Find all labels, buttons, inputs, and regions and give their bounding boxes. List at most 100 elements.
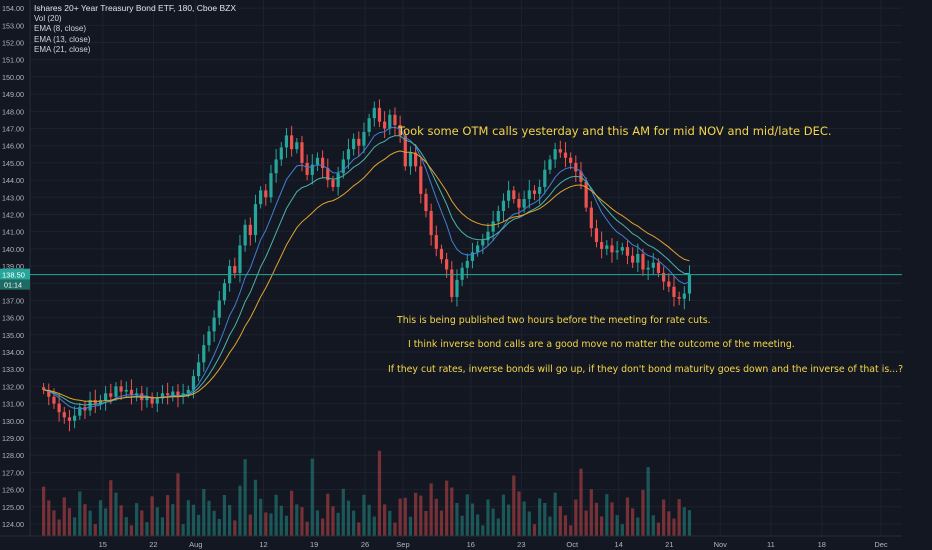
volume-bar	[470, 503, 475, 536]
y-tick-label: 137.00	[2, 296, 24, 305]
candle-body	[62, 412, 66, 418]
volume-bar	[310, 458, 314, 536]
volume-bar	[600, 516, 604, 536]
x-tick-label: 26	[361, 540, 369, 549]
volume-bar	[589, 489, 593, 536]
candle-body	[290, 135, 294, 150]
volume-bar	[264, 512, 268, 536]
candle-body	[176, 391, 180, 397]
candle-body	[93, 400, 97, 404]
candle-body	[274, 159, 278, 174]
candle-body	[538, 186, 542, 194]
candle-body	[88, 400, 92, 411]
volume-bar	[398, 498, 402, 536]
y-tick-label: 146.00	[2, 142, 24, 151]
volume-bar	[217, 519, 221, 536]
volume-bar	[243, 459, 247, 536]
volume-bar	[119, 505, 123, 536]
candle-body	[636, 254, 640, 263]
candle-body	[620, 247, 624, 251]
candle-body	[486, 231, 490, 241]
volume-bar	[140, 510, 144, 536]
candle-body	[651, 262, 655, 268]
x-tick-label: Oct	[566, 540, 579, 549]
volume-bar	[558, 506, 562, 536]
volume-bar	[372, 516, 376, 536]
candle-body	[605, 245, 609, 249]
candle-body	[150, 396, 154, 404]
candle-body	[321, 157, 325, 169]
volume-bar	[662, 499, 666, 536]
y-tick-label: 143.00	[2, 193, 24, 202]
candle-body	[202, 345, 206, 363]
candle-body	[243, 224, 247, 246]
annotation-otm-calls: Took some OTM calls yesterday and this A…	[398, 124, 832, 138]
candle-body	[377, 107, 382, 122]
volume-bar	[321, 518, 325, 536]
legend-ema-21: EMA (21, close)	[34, 45, 91, 54]
volume-bar	[104, 508, 108, 536]
candle-body	[279, 147, 283, 160]
candle-body	[450, 269, 454, 298]
legend-ema-13: EMA (13, close)	[34, 34, 91, 44]
y-tick-label: 153.00	[2, 21, 24, 30]
y-tick-label: 141.00	[2, 228, 24, 237]
volume-bar	[78, 491, 82, 536]
volume-bar	[357, 522, 361, 536]
x-tick-label: Nov	[714, 540, 728, 549]
candle-body	[191, 376, 196, 390]
candle-body	[600, 241, 604, 249]
volume-bar	[522, 501, 526, 536]
volume-bar	[197, 514, 201, 536]
y-tick-label: 131.00	[2, 400, 24, 409]
volume-bar	[641, 489, 645, 536]
y-tick-label: 135.00	[2, 331, 24, 340]
y-tick-label: 148.00	[2, 107, 24, 116]
volume-bar	[295, 504, 299, 536]
volume-bar	[150, 496, 154, 536]
volume-bar	[62, 497, 66, 536]
volume-bar	[181, 524, 185, 536]
volume-bar	[362, 494, 366, 536]
y-tick-label: 140.00	[2, 245, 24, 254]
y-tick-label: 125.00	[2, 503, 24, 512]
candle-body	[460, 267, 464, 280]
candle-body	[73, 415, 77, 421]
volume-bar	[57, 519, 61, 536]
volume-bar	[460, 515, 464, 536]
y-tick-label: 151.00	[2, 56, 24, 65]
candle-body	[98, 400, 103, 404]
candle-body	[315, 157, 320, 165]
volume-bar	[476, 514, 480, 536]
volume-bar	[73, 517, 77, 536]
candle-body	[197, 362, 201, 377]
y-tick-label: 127.00	[2, 468, 24, 477]
candle-body	[501, 200, 506, 212]
candle-body	[574, 162, 578, 172]
candle-body	[408, 152, 413, 167]
volume-bar	[408, 516, 413, 536]
volume-bar	[186, 500, 190, 536]
candle-body	[129, 389, 134, 396]
volume-bar	[88, 510, 92, 536]
y-tick-label: 147.00	[2, 125, 24, 134]
volume-bar	[160, 517, 165, 536]
volume-bar	[543, 503, 547, 536]
y-tick-label: 128.00	[2, 451, 24, 460]
x-tick-label: 15	[99, 540, 107, 549]
volume-bar	[651, 515, 655, 536]
candle-body	[119, 386, 123, 392]
volume-bar	[620, 524, 624, 536]
candle-body	[543, 169, 547, 187]
volume-bar	[491, 508, 495, 536]
volume-bar	[326, 493, 330, 536]
y-tick-label: 130.00	[2, 417, 24, 426]
candle-body	[284, 135, 289, 148]
candle-body	[114, 386, 118, 397]
volume-bar	[403, 497, 407, 536]
candle-body	[383, 121, 387, 129]
volume-bar	[439, 510, 444, 536]
x-tick-label: 23	[517, 540, 525, 549]
